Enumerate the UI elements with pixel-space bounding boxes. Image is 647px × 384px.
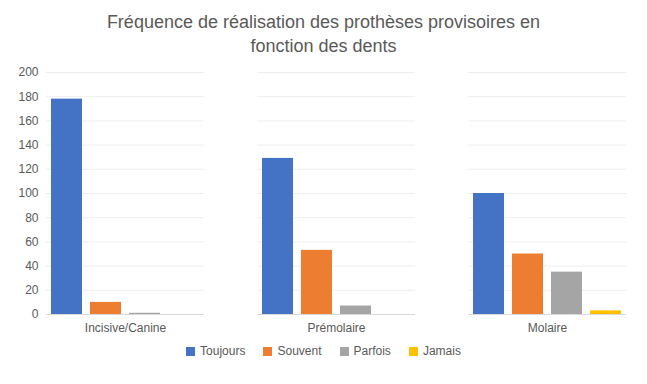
svg-text:40: 40 xyxy=(25,259,39,273)
svg-text:180: 180 xyxy=(18,90,38,104)
svg-text:80: 80 xyxy=(25,211,39,225)
svg-text:20: 20 xyxy=(25,283,39,297)
html-text:Jamais: Jamais xyxy=(422,344,461,358)
svg-text:100: 100 xyxy=(18,186,38,200)
svg-text:Prémolaire: Prémolaire xyxy=(307,321,365,335)
svg-text:160: 160 xyxy=(18,114,38,128)
svg-text:0: 0 xyxy=(32,307,39,321)
svg-text:120: 120 xyxy=(18,162,38,176)
html-text:Fréquence de réalisation des p: Fréquence de réalisation des prothèses p… xyxy=(106,12,541,56)
svg-text:60: 60 xyxy=(25,235,39,249)
svg-text:Molaire: Molaire xyxy=(528,321,568,335)
svg-text:140: 140 xyxy=(18,138,38,152)
html-text:Toujours: Toujours xyxy=(200,344,246,358)
svg-text:200: 200 xyxy=(18,65,38,79)
html-text:Parfois: Parfois xyxy=(353,344,391,358)
html-text:Souvent: Souvent xyxy=(277,344,322,358)
svg-text:Incisive/Canine: Incisive/Canine xyxy=(85,321,167,335)
